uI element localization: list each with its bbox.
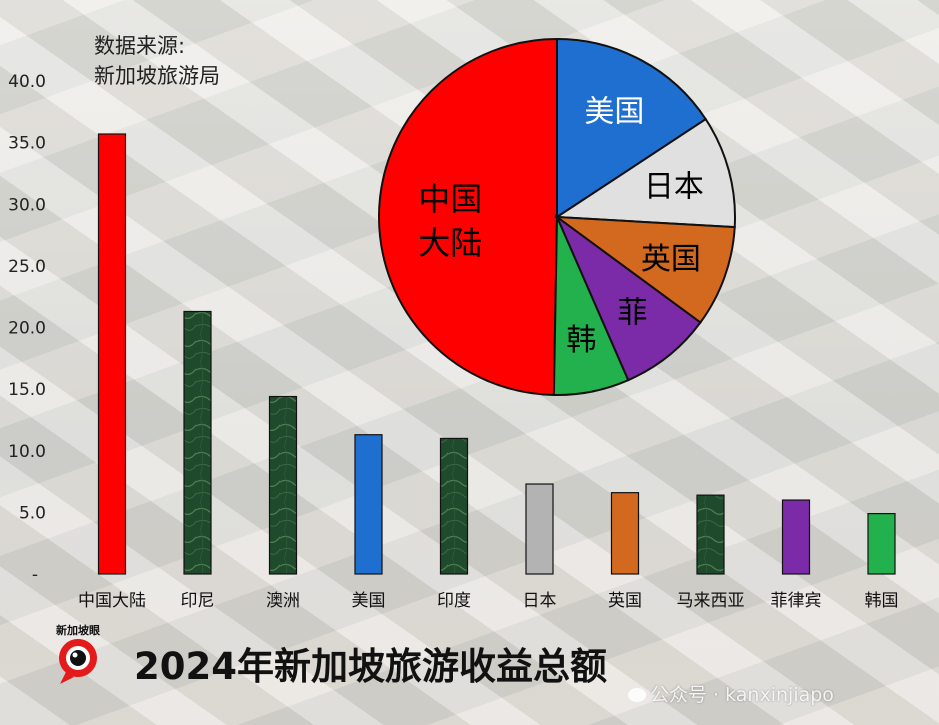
watermark: 公众号 · kanxinjiapo bbox=[628, 680, 834, 707]
pie-label: 美国 bbox=[584, 94, 644, 129]
bar-series bbox=[97, 133, 896, 575]
bar-英国 bbox=[610, 492, 640, 575]
pie-label: 中国 bbox=[418, 180, 482, 218]
x-axis-labels: 中国大陆 印尼 澳洲 美国 印度 日本 英国 马来西亚 菲律宾 韩国 bbox=[78, 591, 899, 611]
y-tick-label: 30.0 bbox=[8, 195, 46, 215]
pie-label: 菲 bbox=[618, 296, 648, 331]
x-tick-label: 中国大陆 bbox=[78, 591, 146, 611]
bar-澳洲 bbox=[268, 395, 298, 575]
eye-logo-icon bbox=[59, 639, 98, 684]
x-tick-label: 英国 bbox=[608, 591, 642, 611]
x-tick-label: 印尼 bbox=[181, 591, 215, 611]
y-tick-label: 25.0 bbox=[8, 257, 46, 277]
y-tick-label: 40.0 bbox=[8, 72, 46, 92]
pie-slice-英国 bbox=[553, 215, 736, 324]
y-tick-label: 15.0 bbox=[8, 380, 46, 400]
pie-slice-韩 bbox=[552, 216, 630, 396]
x-tick-label: 韩国 bbox=[865, 591, 899, 611]
bar-马来西亚 bbox=[696, 494, 725, 575]
wechat-icon bbox=[628, 688, 646, 702]
bar-韩国 bbox=[867, 513, 896, 575]
x-tick-label: 澳洲 bbox=[266, 591, 300, 611]
bar-菲律宾 bbox=[781, 499, 811, 575]
pie-slice-日本 bbox=[553, 117, 736, 229]
bar-美国 bbox=[354, 434, 383, 575]
bar-印尼 bbox=[183, 310, 212, 575]
x-tick-label: 美国 bbox=[352, 591, 386, 611]
watermark-text: 公众号 · kanxinjiapo bbox=[650, 684, 834, 706]
pie-label: 大陆 bbox=[418, 224, 482, 262]
chart-title: 2024年新加坡旅游收益总额 bbox=[134, 645, 607, 688]
bar-日本 bbox=[525, 483, 554, 575]
x-tick-label: 印度 bbox=[437, 591, 471, 611]
y-tick-label: 10.0 bbox=[8, 442, 46, 462]
y-tick-label: 20.0 bbox=[8, 319, 46, 339]
pie-label: 韩 bbox=[566, 323, 596, 358]
y-tick-label: 5.0 bbox=[19, 503, 46, 523]
pie-label: 英国 bbox=[641, 242, 701, 277]
pie-label: 日本 bbox=[644, 170, 704, 205]
pie-slice-美国 bbox=[556, 37, 708, 219]
bar-中国大陆 bbox=[97, 133, 127, 575]
x-tick-label: 菲律宾 bbox=[771, 591, 822, 611]
y-tick-label: - bbox=[32, 565, 38, 585]
x-tick-label: 马来西亚 bbox=[677, 591, 745, 611]
x-tick-label: 日本 bbox=[523, 591, 557, 611]
y-tick-label: 35.0 bbox=[8, 134, 46, 154]
source-line1: 数据来源: bbox=[94, 34, 186, 58]
logo-text: 新加坡眼 bbox=[56, 624, 100, 637]
source-line2: 新加坡旅游局 bbox=[94, 64, 220, 88]
bar-印度 bbox=[439, 437, 469, 575]
pie-slice-菲 bbox=[554, 213, 702, 382]
logo: 新加坡眼 bbox=[50, 622, 106, 692]
y-axis: - 5.0 10.0 15.0 20.0 25.0 30.0 35.0 40.0 bbox=[8, 72, 46, 585]
pie-slice-中国大陆 bbox=[378, 37, 558, 396]
